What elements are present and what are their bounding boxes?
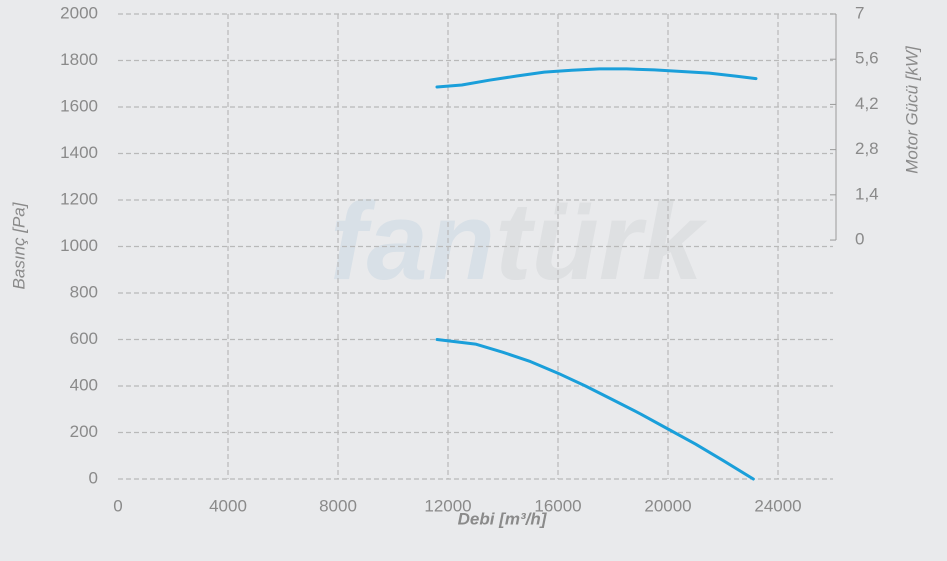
y-tick-label: 1200	[60, 189, 98, 208]
y-axis-label: Basınç [Pa]	[9, 201, 28, 289]
y-tick-label: 2000	[60, 3, 98, 22]
y2-tick-label: 1,4	[855, 184, 879, 203]
y2-tick-label: 0	[855, 230, 864, 249]
data-line	[435, 67, 758, 89]
y2-tick-label: 2,8	[855, 139, 879, 158]
watermark: fan	[330, 180, 495, 303]
y2-axis-label: Motor Gücü [kW]	[902, 45, 921, 174]
y-tick-label: 200	[70, 422, 98, 441]
x-tick-label: 24000	[754, 496, 801, 515]
x-tick-label: 16000	[534, 496, 581, 515]
y-tick-label: 1000	[60, 236, 98, 255]
y2-tick-label: 7	[855, 3, 864, 22]
y2-tick-label: 4,2	[855, 94, 879, 113]
y-tick-label: 1600	[60, 96, 98, 115]
x-tick-label: 0	[113, 496, 122, 515]
x-tick-label: 20000	[644, 496, 691, 515]
y-tick-label: 1800	[60, 50, 98, 69]
y-tick-label: 400	[70, 375, 98, 394]
x-tick-label: 8000	[319, 496, 357, 515]
y-tick-label: 600	[70, 329, 98, 348]
x-tick-label: 12000	[424, 496, 471, 515]
y-tick-label: 0	[89, 468, 98, 487]
y2-tick-label: 5,6	[855, 49, 879, 68]
y-tick-label: 1400	[60, 143, 98, 162]
watermark: türk	[495, 180, 708, 303]
data-line	[435, 338, 755, 481]
x-axis-label: Debi [m³/h]	[458, 509, 548, 528]
y-tick-label: 800	[70, 282, 98, 301]
x-tick-label: 4000	[209, 496, 247, 515]
